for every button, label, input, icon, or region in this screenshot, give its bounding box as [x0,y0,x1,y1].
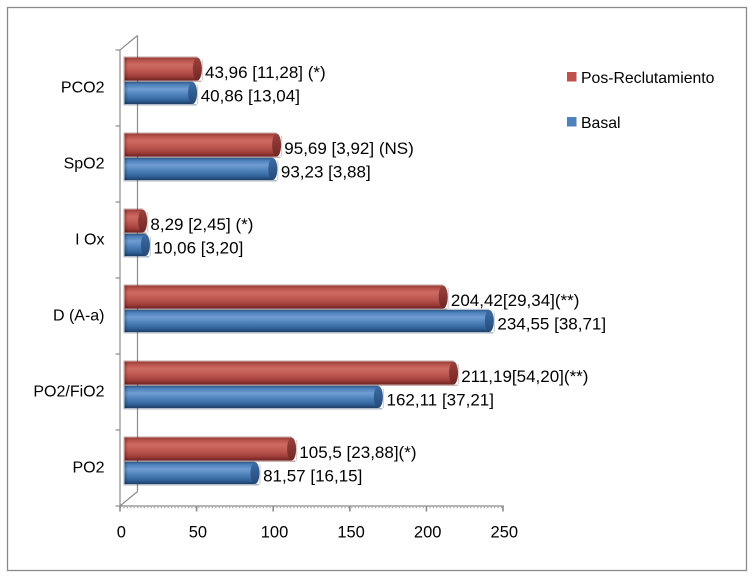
svg-text:PO2/FiO2: PO2/FiO2 [33,384,104,401]
svg-text:50: 50 [189,524,207,542]
svg-text:0: 0 [117,524,126,542]
svg-text:211,19[54,20](**): 211,19[54,20](**) [461,367,588,386]
svg-text:200: 200 [414,524,442,542]
svg-text:D (A-a): D (A-a) [53,308,105,325]
svg-text:40,86 [13,04]: 40,86 [13,04] [201,87,300,106]
svg-text:162,11 [37,21]: 162,11 [37,21] [387,391,494,410]
svg-text:Basal: Basal [581,115,621,132]
svg-text:PO2: PO2 [72,460,104,477]
svg-text:95,69 [3,92] (NS): 95,69 [3,92] (NS) [284,139,413,158]
svg-text:I Ox: I Ox [75,232,104,249]
svg-text:10,06 [3,20]: 10,06 [3,20] [154,239,244,258]
svg-text:250: 250 [491,524,519,542]
svg-text:93,23 [3,88]: 93,23 [3,88] [281,163,371,182]
svg-text:8,29 [2,45] (*): 8,29 [2,45] (*) [150,215,253,234]
svg-text:234,55 [38,71]: 234,55 [38,71] [497,315,606,334]
svg-text:81,57 [16,15]: 81,57 [16,15] [263,467,362,486]
svg-text:Pos-Reclutamiento: Pos-Reclutamiento [581,70,715,87]
svg-text:204,42[29,34](**): 204,42[29,34](**) [451,291,580,310]
svg-text:105,5 [23,88](*): 105,5 [23,88](*) [299,443,416,462]
svg-text:43,96 [11,28] (*): 43,96 [11,28] (*) [205,63,326,82]
svg-text:100: 100 [261,524,289,542]
svg-text:SpO2: SpO2 [64,156,105,173]
svg-text:150: 150 [337,524,365,542]
svg-text:PCO2: PCO2 [61,80,105,97]
